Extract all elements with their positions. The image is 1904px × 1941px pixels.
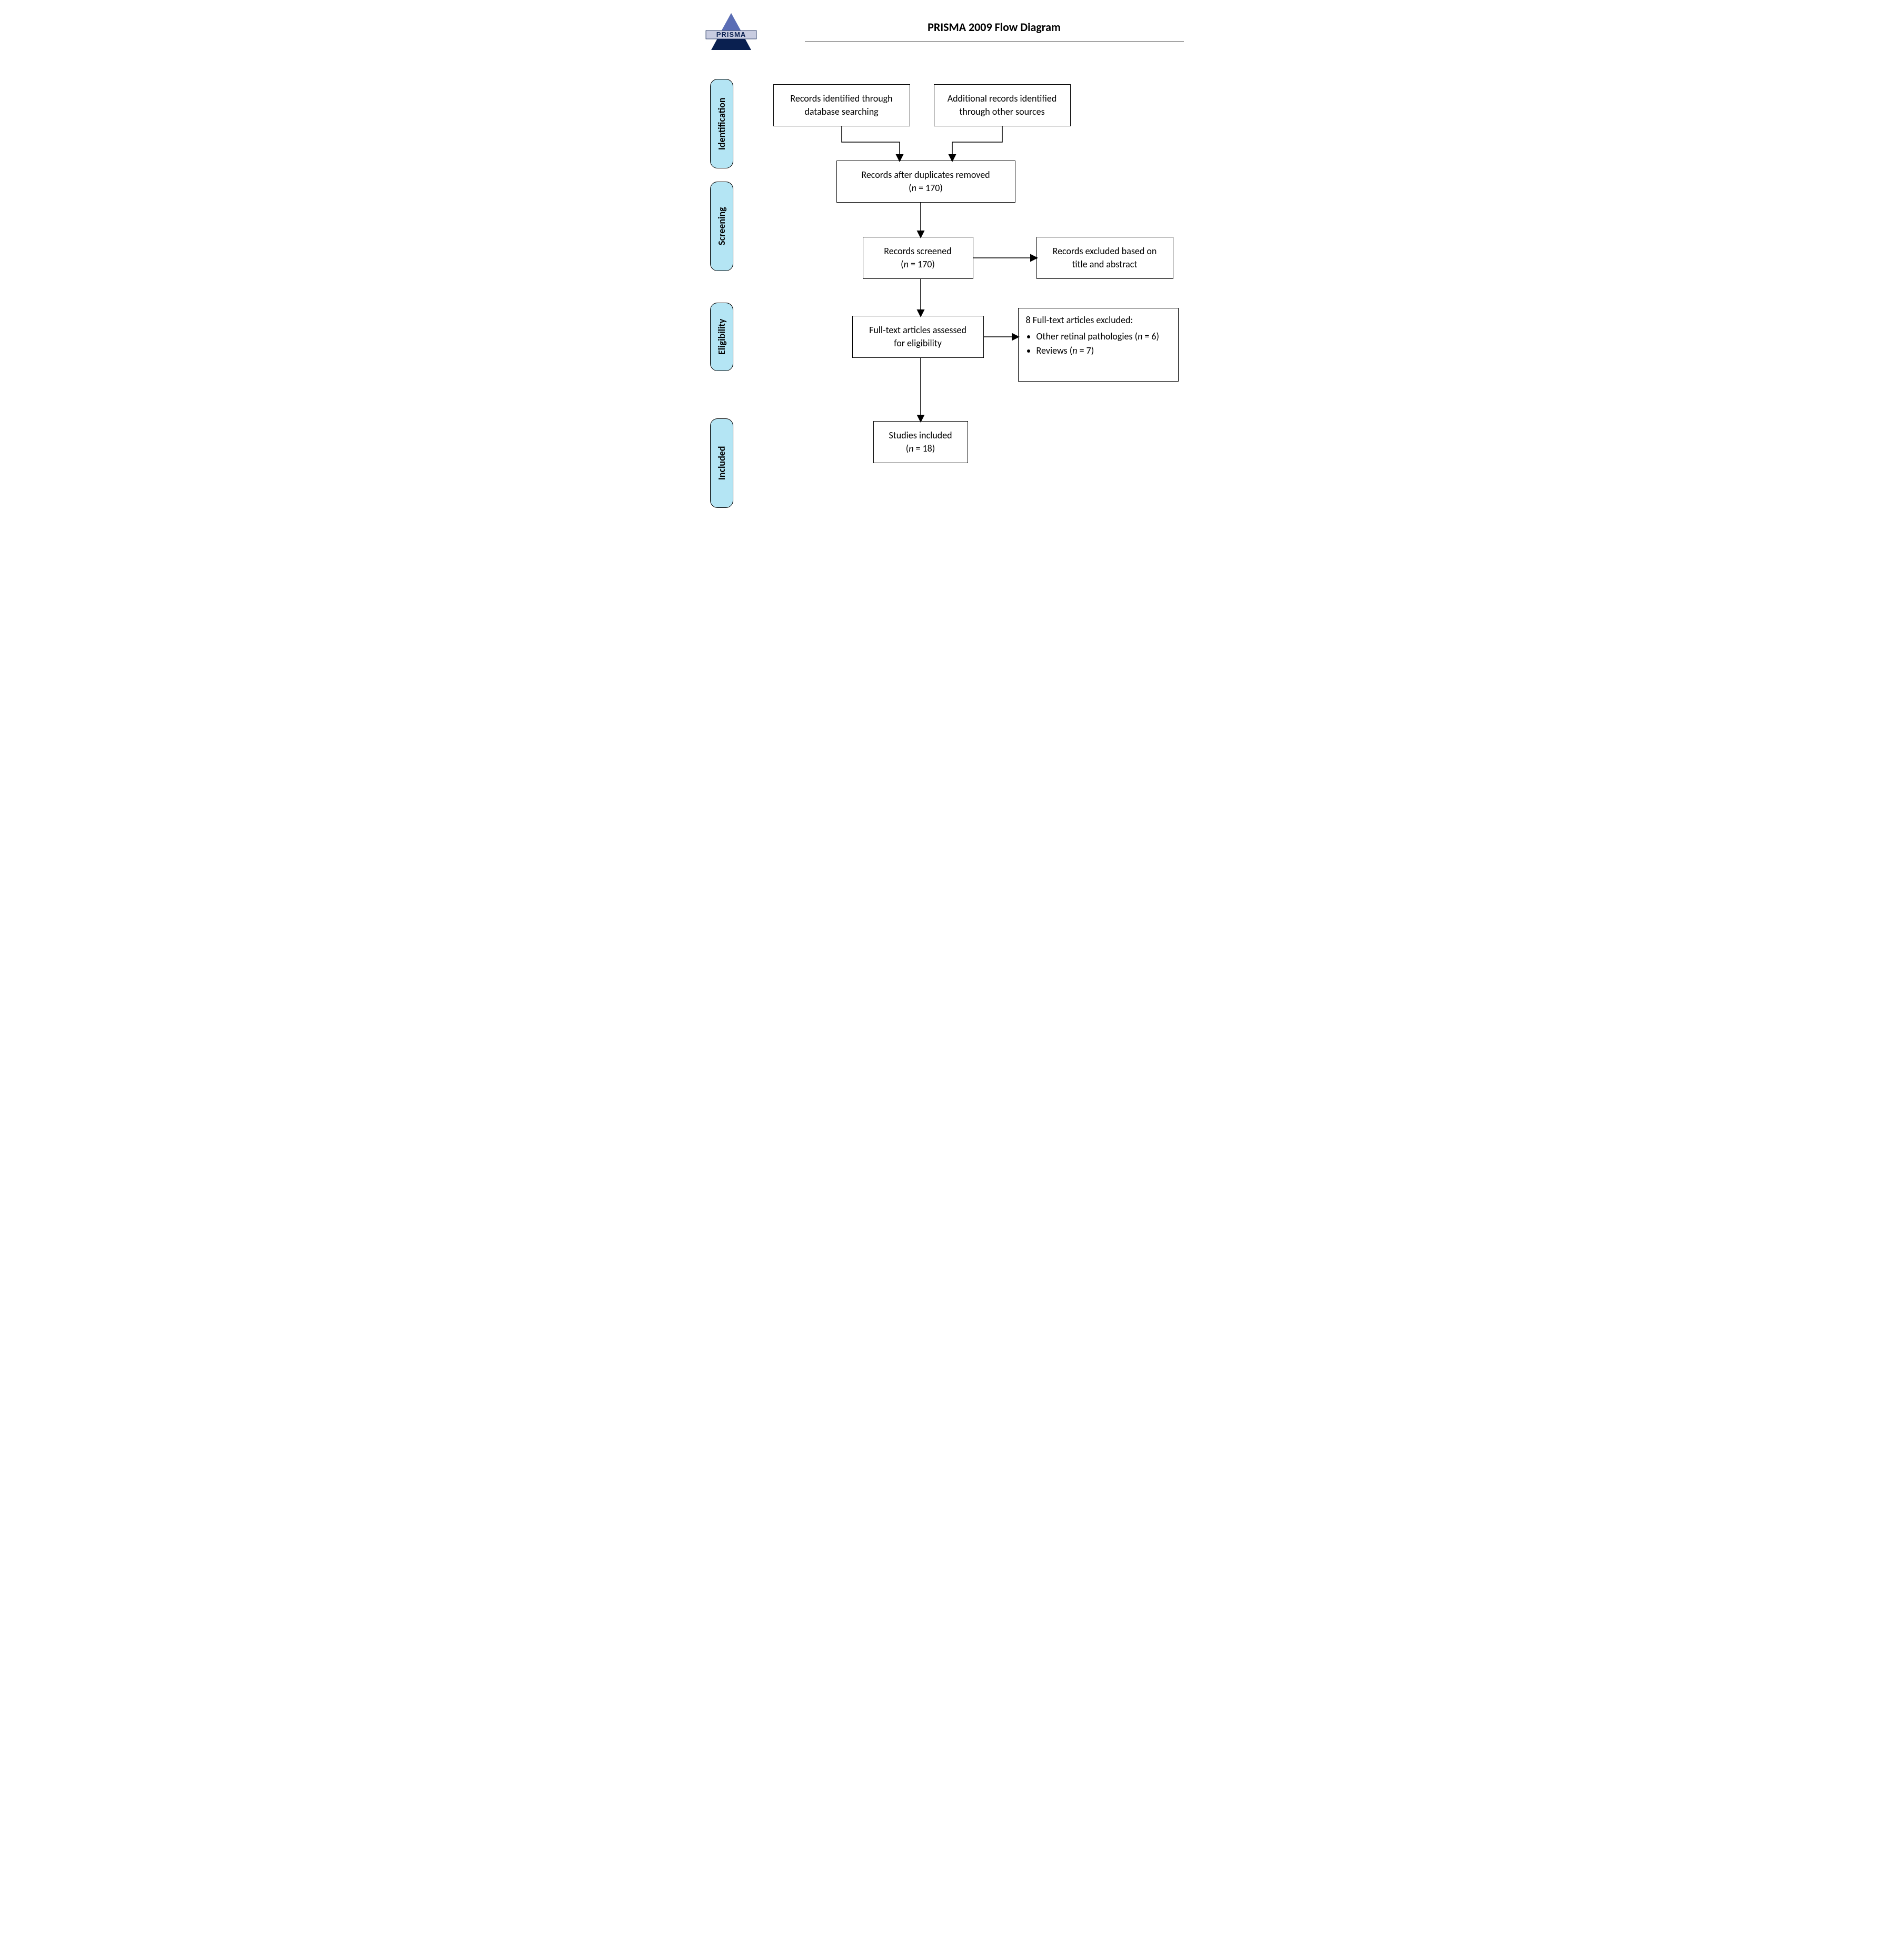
box-text: title and abstract xyxy=(1072,258,1138,271)
box-fulltext: Full-text articles assessed for eligibil… xyxy=(852,316,984,358)
box-text: Full-text articles assessed xyxy=(869,324,966,337)
box-included: Studies included (n = 18) xyxy=(873,421,968,463)
box-excluded-fulltext: 8 Full-text articles excluded: Other ret… xyxy=(1018,308,1179,382)
box-text: for eligibility xyxy=(894,337,942,350)
logo-text: PRISMA xyxy=(716,31,746,38)
page-title: PRISMA 2009 Flow Diagram xyxy=(805,20,1184,42)
box-text: (n = 170) xyxy=(901,258,935,271)
box-text: database searching xyxy=(804,105,878,118)
stage-included: Included xyxy=(710,418,733,508)
box-screened: Records screened (n = 170) xyxy=(863,237,973,279)
prisma-logo: PRISMA xyxy=(705,11,757,55)
box-text: 8 Full-text articles excluded: xyxy=(1026,314,1171,327)
box-text: Records excluded based on xyxy=(1053,245,1157,258)
stage-identification: Identification xyxy=(710,79,733,168)
box-text: (n = 18) xyxy=(906,442,935,455)
box-text: Studies included xyxy=(889,429,952,442)
box-text: Additional records identified xyxy=(948,92,1057,105)
box-db-search: Records identified through database sear… xyxy=(773,84,910,126)
exclusion-list: Other retinal pathologies (n = 6) Review… xyxy=(1036,330,1171,357)
prisma-flow-diagram: PRISMA PRISMA 2009 Flow Diagram Identifi… xyxy=(700,11,1205,526)
box-dedup: Records after duplicates removed (n = 17… xyxy=(836,161,1015,203)
box-other-sources: Additional records identified through ot… xyxy=(934,84,1071,126)
box-excluded-screen: Records excluded based on title and abst… xyxy=(1036,237,1173,279)
stage-eligibility: Eligibility xyxy=(710,303,733,371)
box-text: Records identified through xyxy=(790,92,892,105)
list-item: Other retinal pathologies (n = 6) xyxy=(1036,330,1171,343)
list-item: Reviews (n = 7) xyxy=(1036,344,1171,357)
header: PRISMA PRISMA 2009 Flow Diagram xyxy=(700,11,1205,58)
box-text: Records screened xyxy=(884,245,951,258)
box-text: Records after duplicates removed xyxy=(861,168,990,182)
box-text: through other sources xyxy=(959,105,1044,118)
stage-screening: Screening xyxy=(710,182,733,271)
box-text: (n = 170) xyxy=(909,182,943,195)
